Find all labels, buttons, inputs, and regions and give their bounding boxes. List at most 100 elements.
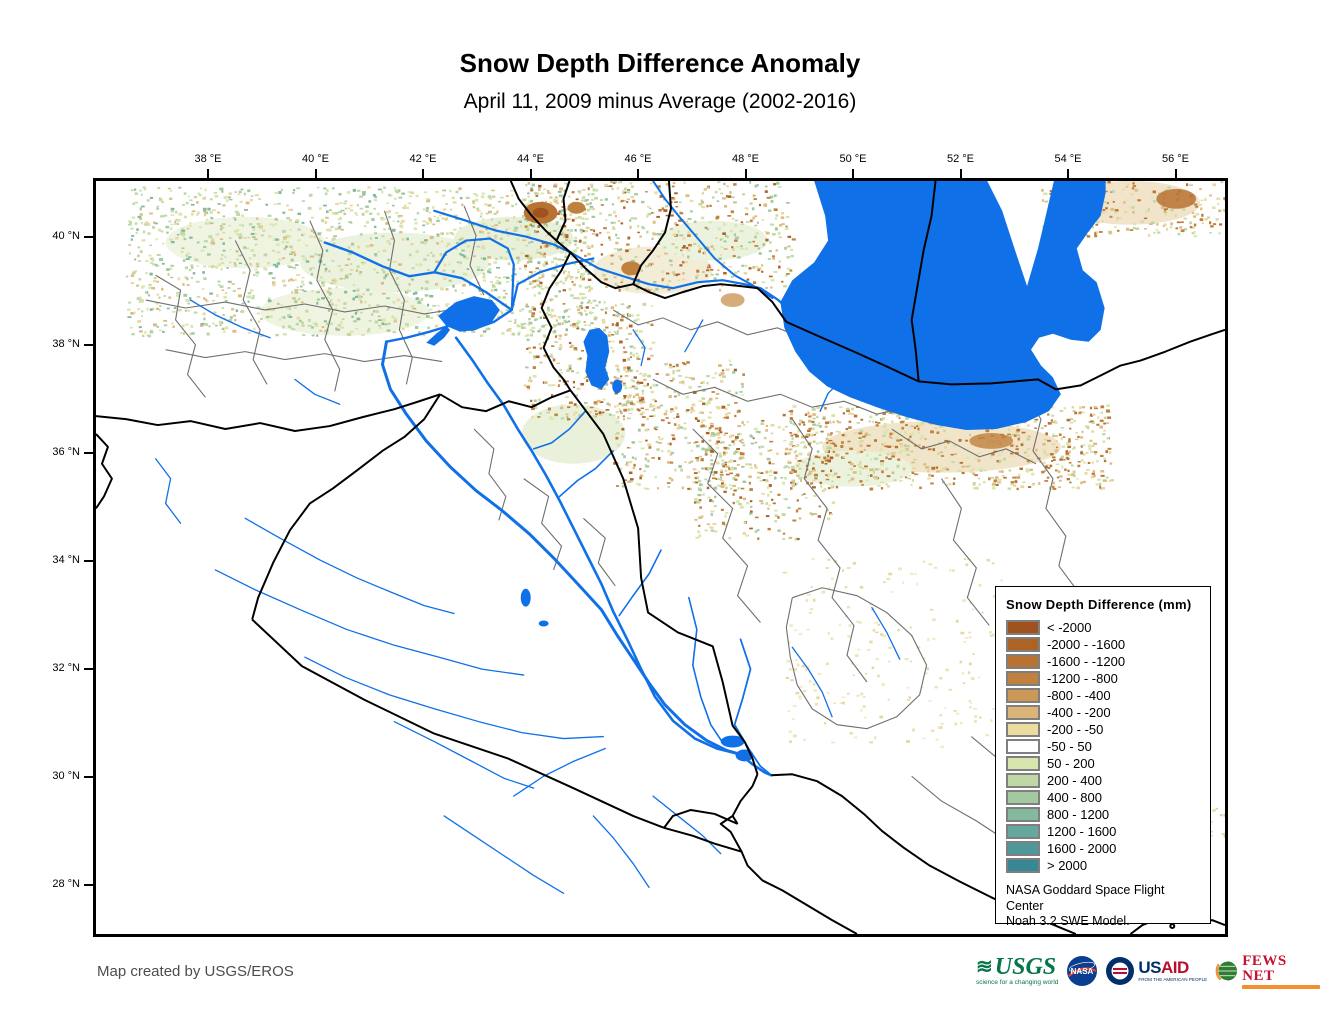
river-layer [155, 181, 901, 894]
lat-tick-mark [84, 560, 95, 562]
lon-tick-mark [1174, 169, 1177, 180]
legend-entry-label: -1200 - -800 [1047, 671, 1118, 686]
usaid-tagline: FROM THE AMERICAN PEOPLE [1138, 976, 1208, 982]
legend-entry-label: -1600 - -1200 [1047, 654, 1126, 669]
legend-entry-label: -50 - 50 [1047, 739, 1092, 754]
legend-swatch [1006, 620, 1040, 635]
usaid-text-aid: AID [1161, 958, 1189, 978]
anomaly-speckle-layer [125, 181, 1225, 838]
legend-swatch [1006, 756, 1040, 771]
legend-entry-label: 200 - 400 [1047, 773, 1102, 788]
lon-tick-label: 40 °E [301, 153, 330, 165]
lat-tick-label: 36 °N [52, 446, 80, 458]
lat-tick-mark [84, 236, 95, 238]
lat-tick-mark [84, 452, 95, 454]
fewsnet-logo: FEWS NET [1215, 952, 1320, 989]
legend-entry: -800 - -400 [1006, 687, 1202, 704]
country-border-layer [96, 181, 1225, 934]
lon-tick-label: 52 °E [946, 153, 975, 165]
attribution-text: Map created by USGS/EROS [97, 963, 294, 980]
legend-entry: 50 - 200 [1006, 755, 1202, 772]
legend-swatch [1006, 688, 1040, 703]
lon-tick-mark [637, 169, 639, 180]
lon-tick-mark [422, 169, 424, 180]
fewsnet-logo-text: FEWS NET [1242, 952, 1287, 984]
legend-swatch [1006, 807, 1040, 822]
lat-tick-label: 30 °N [52, 770, 80, 782]
legend-entry: 800 - 1200 [1006, 806, 1202, 823]
legend-entry: 200 - 400 [1006, 772, 1202, 789]
nasa-meatball-icon: NASA [1067, 956, 1098, 986]
lon-tick-label: 56 °E [1161, 153, 1190, 165]
legend-entry-label: 400 - 800 [1047, 790, 1102, 805]
legend-swatch [1006, 671, 1040, 686]
legend-swatch [1006, 790, 1040, 805]
legend-entry: -400 - -200 [1006, 704, 1202, 721]
lon-tick-mark [529, 169, 532, 180]
legend-entry-label: > 2000 [1047, 858, 1088, 873]
small-lake [612, 379, 623, 394]
logo-bar: ≋ USGS science for a changing world NASA… [976, 950, 1320, 992]
svg-text:NASA: NASA [1071, 967, 1094, 976]
usaid-seal-icon [1106, 957, 1135, 985]
legend-entry: -2000 - -1600 [1006, 636, 1202, 653]
lon-tick-mark [314, 169, 317, 180]
legend-entry-label: < -2000 [1047, 620, 1092, 635]
legend-entry-label: 800 - 1200 [1047, 807, 1110, 822]
lake-tharthar [520, 588, 531, 607]
legend-entry-label: -400 - -200 [1047, 705, 1111, 720]
usaid-logo: USAID FROM THE AMERICAN PEOPLE [1105, 956, 1207, 986]
fewsnet-underline-bar [1242, 984, 1320, 989]
legend-entry: 400 - 800 [1006, 789, 1202, 806]
lon-tick-label: 54 °E [1054, 153, 1082, 165]
legend-entry: -1600 - -1200 [1006, 653, 1202, 670]
lon-tick-label: 50 °E [839, 153, 867, 165]
page-subtitle: April 11, 2009 minus Average (2002-2016) [463, 90, 857, 113]
anomaly-blob-layer [523, 188, 1197, 449]
legend-entry: -50 - 50 [1006, 738, 1202, 755]
lon-tick-label: 42 °E [409, 153, 437, 165]
usgs-tagline: science for a changing world [976, 979, 1059, 987]
legend-entry: 1600 - 2000 [1006, 840, 1202, 857]
nasa-logo: NASA [1066, 955, 1098, 987]
legend-entry: -200 - -50 [1006, 721, 1202, 738]
lat-tick-mark [84, 884, 95, 886]
lon-tick-mark [959, 169, 962, 180]
usgs-logo: ≋ USGS science for a changing world [976, 955, 1058, 987]
legend-entry-label: -2000 - -1600 [1047, 637, 1126, 652]
legend-swatch [1006, 637, 1040, 652]
legend-entry-label: 1600 - 2000 [1047, 841, 1117, 856]
legend-swatch [1006, 858, 1040, 873]
lat-tick-label: 28 °N [52, 878, 80, 890]
legend-swatch [1006, 722, 1040, 737]
map-frame: 38 °E 40 °E 42 °E 44 °E 46 °E 48 °E 50 °E 52 °E… [52, 153, 1228, 937]
lon-tick-label: 48 °E [731, 153, 760, 165]
lon-tick-mark [852, 169, 854, 180]
legend-entry-label: -800 - -400 [1047, 688, 1111, 703]
caspian-sea [780, 181, 1106, 431]
lon-tick-label: 44 °E [516, 153, 545, 165]
usgs-logo-text: USGS [994, 954, 1057, 981]
fewsnet-globe-icon [1215, 961, 1238, 981]
legend-entry: < -2000 [1006, 619, 1202, 636]
legend-note: NASA Goddard Space Flight Center Noah 3.… [1006, 883, 1202, 930]
lat-tick-label: 32 °N [52, 662, 80, 674]
legend-note-line2: Noah 3.2 SWE Model. [1006, 914, 1130, 929]
lat-tick-label: 38 °N [52, 338, 80, 350]
legend-title: Snow Depth Difference (mm) [1006, 597, 1192, 612]
legend: Snow Depth Difference (mm) < -2000 -2000 … [995, 586, 1211, 928]
legend-entry-label: -200 - -50 [1047, 722, 1104, 737]
legend-entry: 1200 - 1600 [1006, 823, 1202, 840]
legend-entry: -1200 - -800 [1006, 670, 1202, 687]
lon-tick-mark [744, 169, 747, 180]
marsh-1 [720, 735, 745, 748]
legend-entry: > 2000 [1006, 857, 1202, 874]
lon-tick-label: 46 °E [624, 153, 652, 165]
map-canvas [96, 181, 1225, 934]
legend-swatch [1006, 841, 1040, 856]
lat-tick-label: 34 °N [52, 554, 80, 566]
lat-tick-mark [84, 668, 95, 670]
lat-tick-mark [84, 776, 95, 778]
usgs-wave-icon: ≋ [976, 956, 993, 979]
